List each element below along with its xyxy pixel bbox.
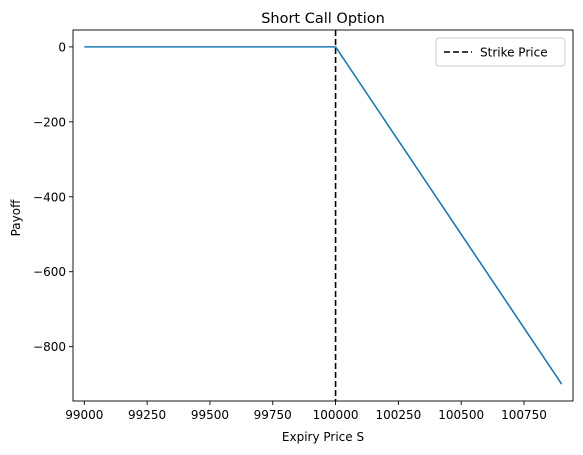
x-tick-label: 100750 — [501, 408, 547, 422]
y-tick-label: 0 — [58, 40, 66, 54]
x-tick-label: 99750 — [254, 408, 292, 422]
x-tick-label: 99000 — [65, 408, 103, 422]
y-tick-label: −800 — [33, 340, 66, 354]
chart-title: Short Call Option — [261, 11, 385, 27]
x-tick-label: 100000 — [313, 408, 359, 422]
y-tick-label: −600 — [33, 265, 66, 279]
x-axis-label: Expiry Price S — [282, 430, 364, 444]
x-tick-label: 99250 — [128, 408, 166, 422]
payoff-line — [84, 46, 563, 385]
x-tick-label: 100250 — [375, 408, 421, 422]
legend-box — [435, 37, 566, 67]
x-tick-label: 99500 — [191, 408, 229, 422]
legend-label: Strike Price — [480, 46, 548, 60]
x-tick-label: 100500 — [438, 408, 484, 422]
y-tick-label: −200 — [33, 115, 66, 129]
plot-frame — [72, 29, 574, 402]
y-axis-label: Payoff — [9, 199, 23, 236]
y-tick-label: −400 — [33, 190, 66, 204]
